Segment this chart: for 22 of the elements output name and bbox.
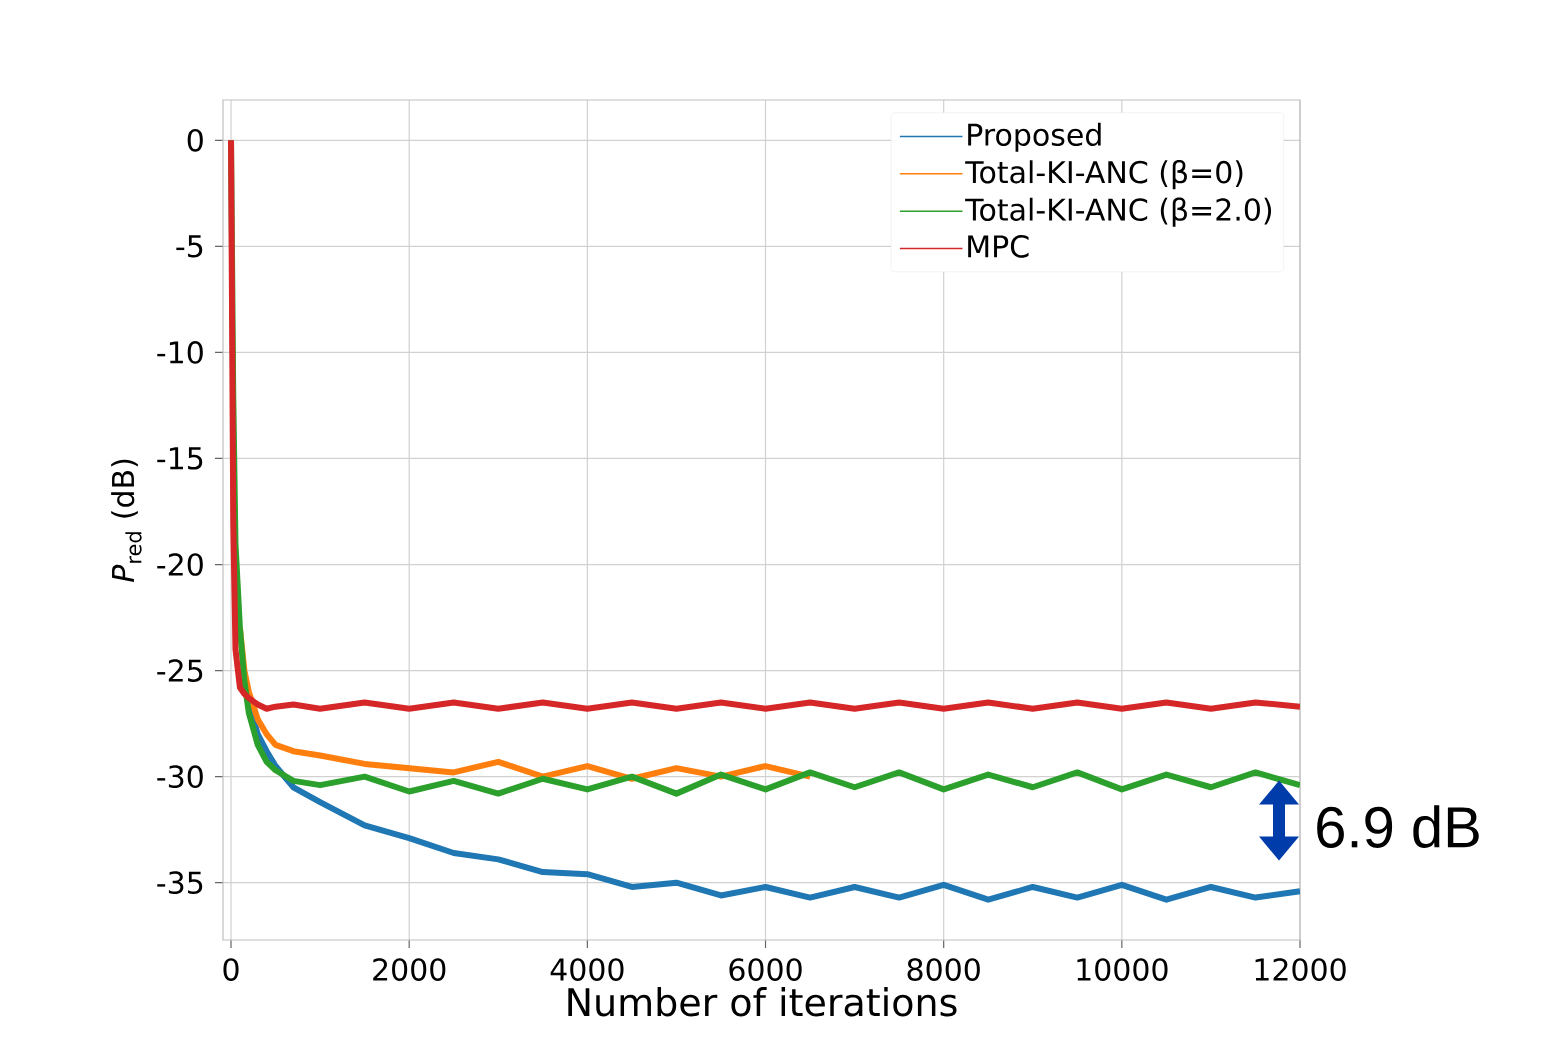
x-tick-label: 8000 [907, 958, 980, 981]
y-tick-label: 0 [187, 128, 203, 152]
legend-label: Total-KI-ANC (β=2.0) [965, 197, 1272, 227]
y-tick-label: -15 [157, 447, 203, 470]
legend-label: MPC [968, 235, 1029, 258]
legend-label: Proposed [968, 122, 1101, 152]
y-tick-label: -5 [176, 235, 203, 258]
x-axis-title: Number of iterations [568, 987, 957, 1017]
y-tick-label: -30 [157, 765, 203, 788]
y-tick-label: -10 [157, 341, 203, 364]
x-tick-label: 12000 [1255, 958, 1346, 981]
legend-label: Total-KI-ANC (β=0) [965, 160, 1243, 190]
y-tick-label: -25 [157, 659, 203, 682]
x-tick-label: 6000 [729, 958, 802, 981]
x-tick-label: 0 [223, 958, 239, 981]
x-tick-label: 2000 [373, 958, 446, 981]
y-axis-title: P$_{red}$ (dB) [111, 459, 142, 582]
text: 6.9 dB [1317, 805, 1479, 848]
x-tick-label: 10000 [1077, 958, 1168, 981]
x-tick-label: 4000 [550, 958, 624, 981]
y-tick-label: -20 [157, 553, 203, 576]
y-tick-label: -35 [157, 871, 203, 895]
